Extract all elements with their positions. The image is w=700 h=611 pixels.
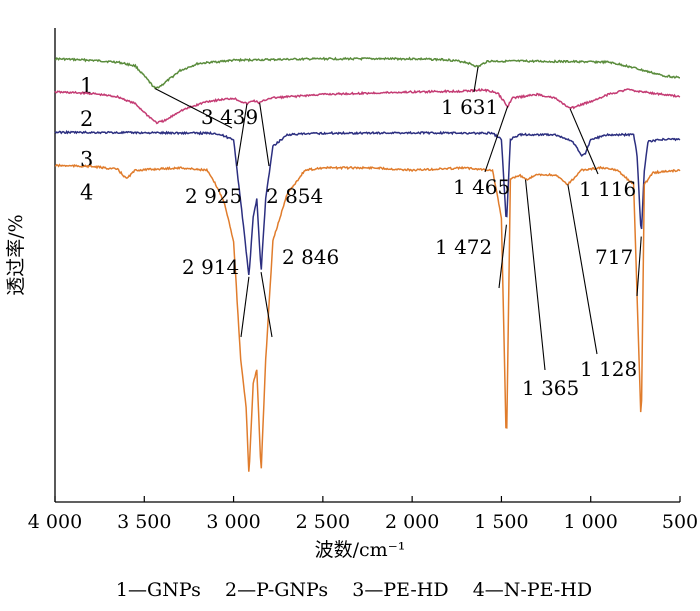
curve-number-2: 2	[80, 107, 93, 131]
series-line-2	[54, 87, 681, 125]
series-line-4	[54, 163, 681, 472]
annotation-leader	[567, 184, 598, 355]
annotation-label: 2 854	[266, 184, 323, 208]
legend-caption: 1—GNPs 2—P-GNPs 3—PE-HD 4—N-PE-HD	[116, 579, 592, 601]
x-tick-label: 3 500	[117, 511, 171, 533]
annotation-label: 2 846	[282, 245, 339, 269]
annotation-label: 1 116	[579, 177, 636, 201]
axis-labels: 波数/cm⁻¹ 透过率/% 1—GNPs 2—P-GNPs 3—PE-HD 4—…	[5, 214, 592, 601]
annotation-leader	[154, 88, 233, 129]
annotations: 3 439 1 631 2 925 2 854 1 465 1 116 2 914 2 846…	[154, 66, 642, 400]
annotation-leader	[636, 236, 642, 297]
x-tick-label: 3 000	[206, 511, 260, 533]
annotation-label: 2 925	[185, 184, 242, 208]
x-tick-label: 1 500	[474, 511, 528, 533]
annotation-label: 1 631	[441, 95, 498, 119]
annotation-label: 1 365	[522, 376, 579, 400]
annotation-label: 1 472	[435, 235, 492, 259]
series-line-3	[54, 129, 681, 275]
annotation-label: 1 128	[580, 357, 637, 381]
annotation-leader	[498, 224, 507, 289]
annotation-leader	[259, 102, 270, 167]
annotation-leader	[236, 103, 248, 167]
annotation-leader	[473, 66, 479, 93]
annotation-leader	[260, 272, 273, 338]
curve-number-1: 1	[80, 74, 93, 98]
annotation-label: 1 465	[453, 175, 510, 199]
curve-number-4: 4	[80, 180, 93, 204]
x-tick-label: 2 500	[296, 511, 350, 533]
annotation-leader	[240, 276, 250, 338]
annotation-label: 3 439	[201, 105, 258, 129]
annotation-label: 2 914	[182, 255, 239, 279]
x-axis-label: 波数/cm⁻¹	[315, 539, 406, 561]
x-tick-label: 1 000	[564, 511, 618, 533]
annotation-leader	[524, 179, 546, 371]
annotation-label: 717	[595, 245, 633, 269]
series-line-1	[54, 56, 680, 90]
y-axis-label: 透过率/%	[5, 214, 27, 295]
axes: 4 000 3 500 3 000 2 500 2 000 1 500 1 000 500	[28, 28, 698, 533]
annotation-leader	[569, 108, 599, 175]
x-tick-label: 2 000	[385, 511, 439, 533]
x-tick-label: 500	[662, 511, 698, 533]
x-tick-label: 4 000	[28, 511, 82, 533]
annotation-leader	[484, 106, 509, 173]
